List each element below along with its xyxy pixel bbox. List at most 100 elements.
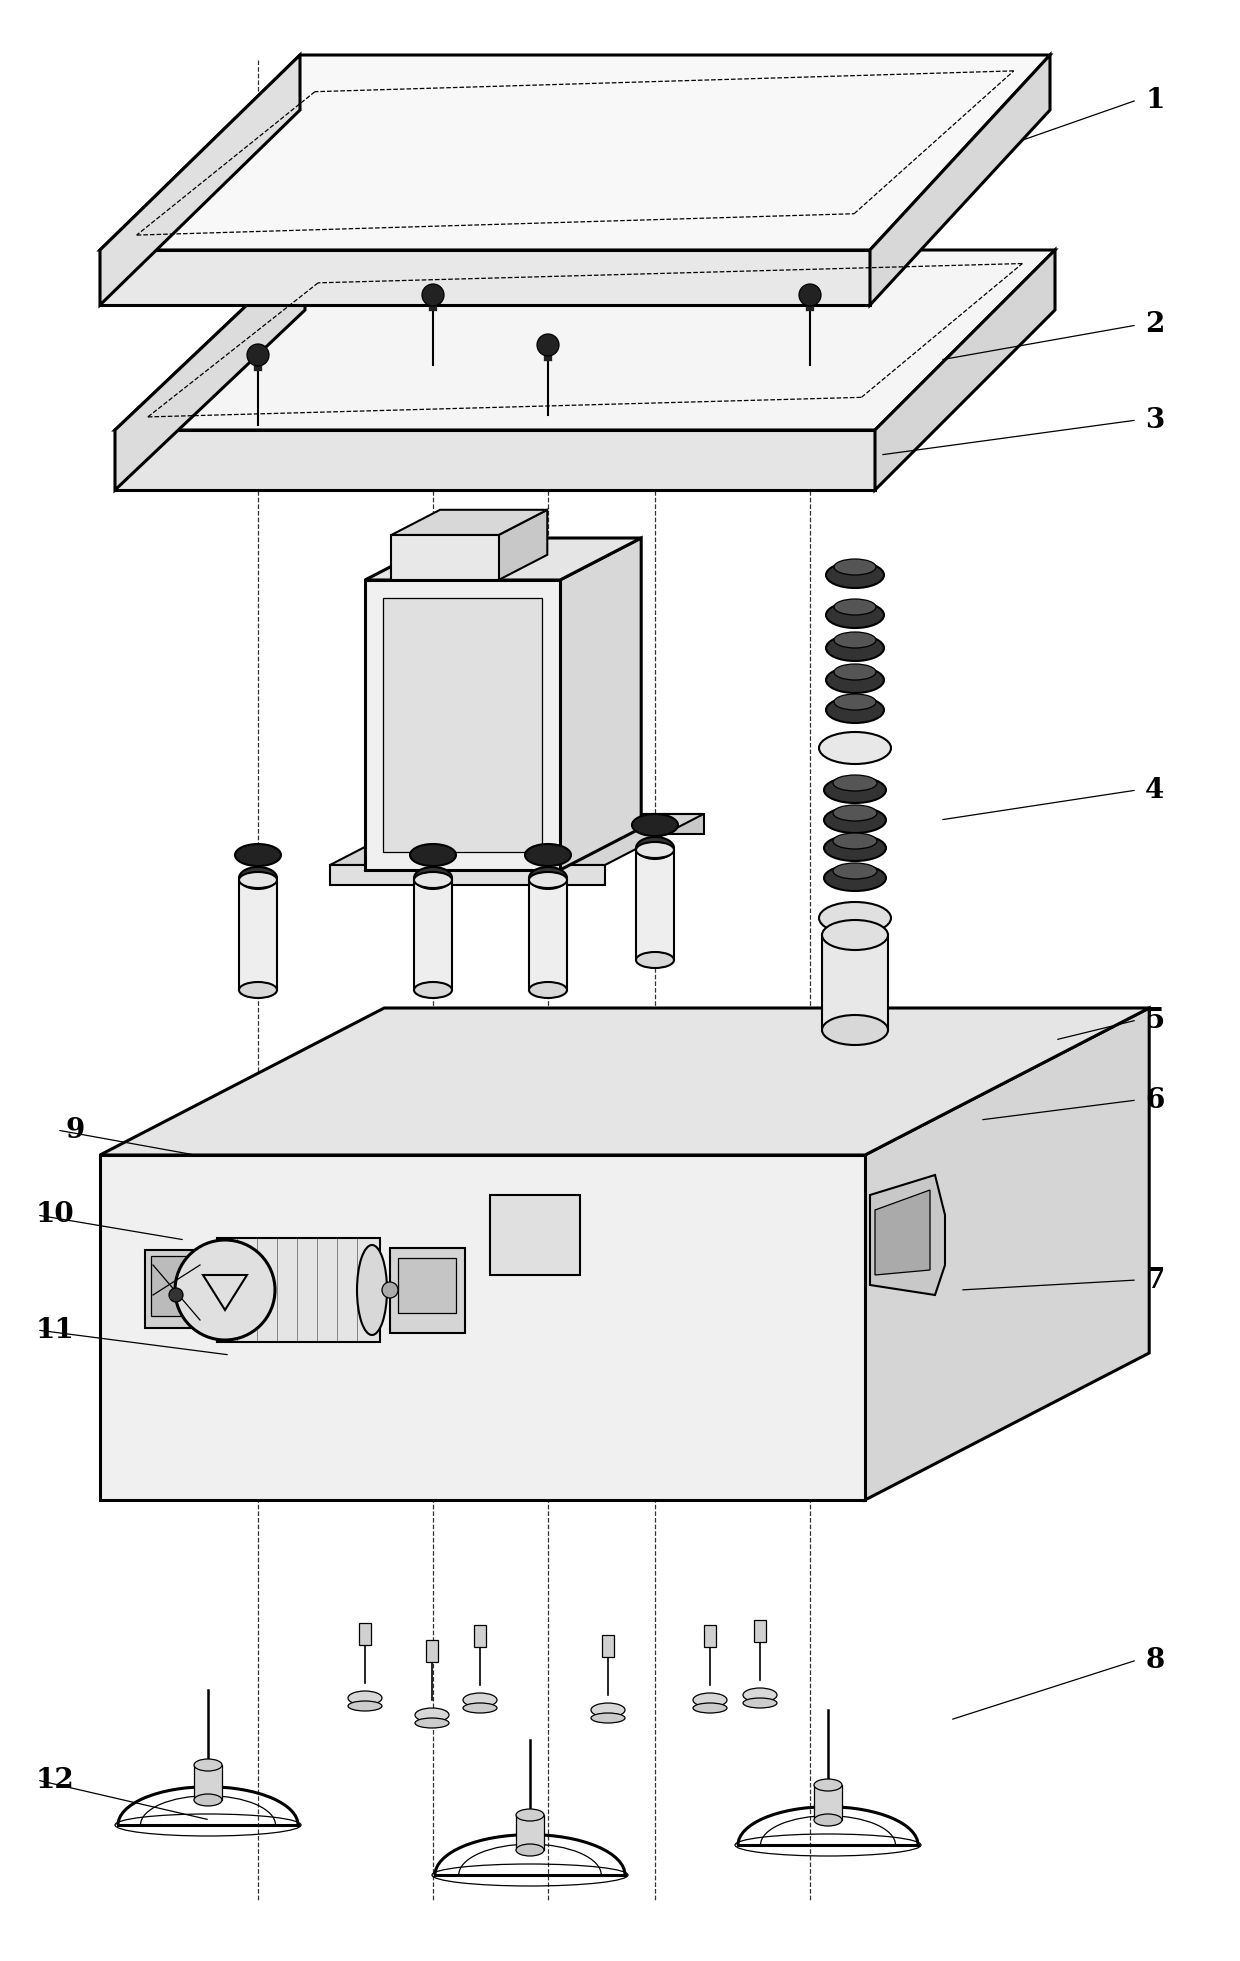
Polygon shape	[100, 55, 1050, 249]
Ellipse shape	[410, 843, 456, 867]
Ellipse shape	[833, 775, 877, 790]
Polygon shape	[875, 249, 1055, 490]
Text: 6: 6	[1146, 1086, 1164, 1114]
Polygon shape	[330, 865, 605, 884]
Ellipse shape	[826, 563, 884, 588]
Ellipse shape	[463, 1692, 497, 1706]
Ellipse shape	[825, 808, 887, 833]
Ellipse shape	[693, 1702, 727, 1714]
Text: 2: 2	[1146, 312, 1164, 339]
Text: 1: 1	[1146, 86, 1164, 114]
Bar	[601, 1635, 614, 1657]
Bar	[193, 1765, 222, 1800]
Circle shape	[175, 1239, 275, 1339]
Circle shape	[799, 284, 821, 306]
Ellipse shape	[415, 1718, 449, 1728]
Ellipse shape	[833, 833, 877, 849]
Ellipse shape	[193, 1759, 222, 1771]
Ellipse shape	[414, 982, 453, 998]
Ellipse shape	[414, 873, 453, 888]
Ellipse shape	[813, 1779, 842, 1790]
Ellipse shape	[835, 665, 875, 680]
Ellipse shape	[822, 920, 888, 949]
Circle shape	[422, 284, 444, 306]
Polygon shape	[217, 1237, 379, 1341]
Text: 4: 4	[1146, 777, 1164, 804]
Polygon shape	[365, 537, 641, 580]
Text: 11: 11	[36, 1316, 74, 1343]
Ellipse shape	[835, 694, 875, 710]
Ellipse shape	[236, 843, 281, 867]
Polygon shape	[115, 429, 875, 490]
Ellipse shape	[529, 867, 567, 888]
Polygon shape	[383, 598, 542, 851]
Polygon shape	[239, 880, 277, 990]
Ellipse shape	[239, 873, 277, 888]
Polygon shape	[636, 849, 675, 961]
Bar	[754, 1620, 766, 1641]
Text: 7: 7	[1146, 1267, 1164, 1294]
Ellipse shape	[743, 1698, 777, 1708]
Circle shape	[169, 1288, 184, 1302]
Bar	[391, 1247, 465, 1333]
Ellipse shape	[632, 814, 678, 835]
Text: 8: 8	[1146, 1647, 1164, 1673]
Ellipse shape	[414, 867, 453, 888]
Ellipse shape	[636, 841, 675, 859]
Circle shape	[382, 1282, 398, 1298]
Ellipse shape	[239, 982, 277, 998]
Ellipse shape	[591, 1702, 625, 1718]
Bar	[704, 1626, 715, 1647]
Ellipse shape	[813, 1814, 842, 1826]
Polygon shape	[870, 55, 1050, 306]
Ellipse shape	[636, 951, 675, 969]
Circle shape	[537, 333, 559, 357]
Ellipse shape	[463, 1702, 497, 1714]
Bar	[427, 1639, 438, 1663]
Ellipse shape	[826, 667, 884, 692]
Ellipse shape	[825, 835, 887, 861]
Bar	[145, 1249, 207, 1328]
Polygon shape	[100, 1008, 1149, 1155]
Polygon shape	[498, 510, 547, 580]
Ellipse shape	[743, 1688, 777, 1702]
Ellipse shape	[193, 1794, 222, 1806]
Polygon shape	[100, 249, 870, 306]
Polygon shape	[392, 510, 547, 535]
Ellipse shape	[525, 843, 570, 867]
Ellipse shape	[825, 777, 887, 802]
Polygon shape	[560, 537, 641, 871]
Bar	[813, 1785, 842, 1820]
Polygon shape	[414, 880, 453, 990]
Ellipse shape	[516, 1808, 544, 1822]
Ellipse shape	[516, 1843, 544, 1855]
Text: 9: 9	[66, 1116, 84, 1143]
Polygon shape	[822, 935, 888, 1030]
Circle shape	[247, 343, 269, 367]
Polygon shape	[429, 814, 703, 833]
Ellipse shape	[529, 873, 567, 888]
Ellipse shape	[826, 602, 884, 628]
Text: 12: 12	[36, 1767, 74, 1794]
Ellipse shape	[239, 867, 277, 888]
Ellipse shape	[835, 559, 875, 575]
Ellipse shape	[529, 982, 567, 998]
Polygon shape	[330, 814, 703, 865]
Text: 10: 10	[36, 1202, 74, 1228]
Ellipse shape	[591, 1714, 625, 1724]
Ellipse shape	[348, 1690, 382, 1704]
Bar	[516, 1816, 544, 1849]
Polygon shape	[115, 249, 305, 490]
Ellipse shape	[636, 837, 675, 859]
Polygon shape	[365, 580, 560, 871]
Polygon shape	[866, 1008, 1149, 1500]
Ellipse shape	[818, 902, 892, 933]
Bar	[490, 1194, 580, 1275]
Ellipse shape	[826, 635, 884, 661]
Polygon shape	[870, 1175, 945, 1294]
Polygon shape	[875, 1190, 930, 1275]
Ellipse shape	[415, 1708, 449, 1722]
Ellipse shape	[833, 863, 877, 879]
Bar	[360, 1624, 371, 1645]
Polygon shape	[392, 535, 498, 580]
